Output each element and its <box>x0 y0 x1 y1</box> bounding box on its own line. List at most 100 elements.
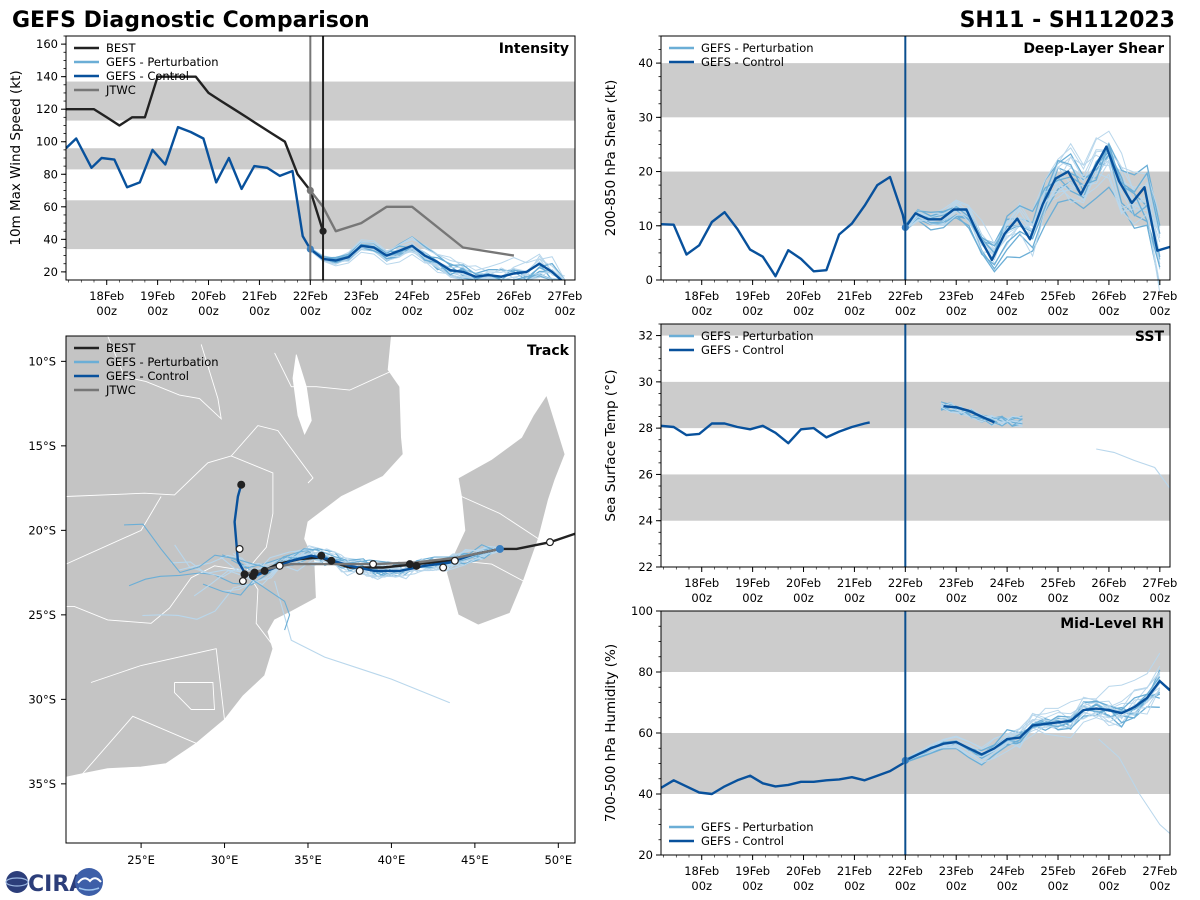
y-tick-label: 30 <box>638 375 653 389</box>
perturbation-line <box>905 690 1161 762</box>
track-point <box>545 538 554 547</box>
logo-globe-icon <box>6 871 28 893</box>
y-tick-label: 28 <box>638 421 653 435</box>
y-axis-label: Sea Surface Temp (°C) <box>603 369 619 521</box>
panel-title: Deep-Layer Shear <box>1023 41 1164 57</box>
y-tick-label: 22 <box>638 560 653 574</box>
y-tick-label: 140 <box>36 70 58 84</box>
x-tick-label: 00z <box>742 879 763 893</box>
storm-id: SH11 - SH112023 <box>960 8 1175 33</box>
y-tick-label: 40 <box>43 232 58 246</box>
x-tick-label: 00z <box>742 304 763 318</box>
plot-area <box>660 130 1171 293</box>
legend-label: GEFS - Perturbation <box>701 41 814 55</box>
x-tick-label: 25°E <box>127 853 155 867</box>
track-point <box>369 560 378 569</box>
country-border <box>90 648 225 720</box>
legend-label: BEST <box>106 341 136 355</box>
y-tick-label: 30°S <box>28 692 56 706</box>
plot-area <box>661 401 1170 489</box>
x-tick-label: 00z <box>249 304 270 318</box>
x-tick-label: 00z <box>351 304 372 318</box>
track-point <box>238 577 247 586</box>
perturbation-line <box>905 693 1161 766</box>
y-tick-label: 32 <box>638 329 653 343</box>
track-panel: 25°E 30°E 35°E 40°E 45°E 50°E 10°S 15°S 20°S 25°S… <box>28 335 576 867</box>
x-tick-label: 21Feb <box>837 289 872 303</box>
legend-label: GEFS - Perturbation <box>106 355 219 369</box>
country-border <box>82 715 197 774</box>
track-point <box>327 556 336 565</box>
legend-label: GEFS - Control <box>701 343 784 357</box>
track-point <box>355 566 364 575</box>
x-tick-label: 25Feb <box>1041 289 1076 303</box>
series-control-line <box>660 145 1171 278</box>
shear-panel: 01020304018Feb00z19Feb00z20Feb00z21Feb00… <box>603 35 1177 318</box>
perturbation-line <box>1096 448 1170 489</box>
y-tick-label: 35°S <box>28 777 56 791</box>
x-tick-label: 27Feb <box>1142 864 1177 878</box>
x-tick-label: 21Feb <box>837 864 872 878</box>
perturbation-track <box>249 577 291 631</box>
x-tick-label: 50°E <box>544 853 572 867</box>
x-tick-label: 00z <box>1099 591 1120 605</box>
intensity-panel: 2040608010012014016018Feb00z19Feb00z20Fe… <box>8 35 582 318</box>
x-tick-label: 22Feb <box>888 576 923 590</box>
sst-panel: 22242628303218Feb00z19Feb00z20Feb00z21Fe… <box>603 323 1177 605</box>
track-point <box>495 544 504 553</box>
y-tick-label: 10°S <box>28 354 56 368</box>
rh-panel: 2040608010018Feb00z19Feb00z20Feb00z21Feb… <box>603 604 1177 893</box>
x-tick-label: 25Feb <box>446 289 481 303</box>
x-tick-label: 19Feb <box>735 289 770 303</box>
y-tick-label: 24 <box>638 514 653 528</box>
x-tick-label: 20Feb <box>786 576 821 590</box>
y-tick-label: 20°S <box>28 523 56 537</box>
x-tick-label: 00z <box>1099 304 1120 318</box>
series-control-line <box>66 125 563 280</box>
x-tick-label: 00z <box>997 591 1018 605</box>
country-border <box>274 352 399 391</box>
country-border <box>230 425 314 484</box>
legend-label: GEFS - Control <box>701 834 784 848</box>
y-tick-label: 20 <box>43 265 58 279</box>
madagascar-landmass <box>446 394 566 626</box>
x-tick-label: 22Feb <box>293 289 328 303</box>
map-area <box>66 336 575 778</box>
x-tick-label: 00z <box>946 879 967 893</box>
legend-label: JTWC <box>105 83 136 97</box>
x-tick-label: 00z <box>1048 879 1069 893</box>
x-tick-label: 00z <box>453 304 474 318</box>
legend-label: BEST <box>106 41 136 55</box>
x-tick-label: 19Feb <box>735 576 770 590</box>
threshold-band <box>661 611 1170 672</box>
x-tick-label: 00z <box>402 304 423 318</box>
x-tick-label: 27Feb <box>1142 576 1177 590</box>
track-point <box>450 556 459 565</box>
x-tick-label: 21Feb <box>242 289 277 303</box>
x-tick-label: 00z <box>793 591 814 605</box>
legend-label: GEFS - Perturbation <box>106 55 219 69</box>
x-tick-label: 00z <box>793 304 814 318</box>
x-tick-label: 25Feb <box>1041 576 1076 590</box>
x-tick-label: 00z <box>504 304 525 318</box>
x-tick-label: 26Feb <box>1091 289 1126 303</box>
x-tick-label: 00z <box>691 591 712 605</box>
x-tick-label: 27Feb <box>547 289 582 303</box>
x-tick-label: 00z <box>946 591 967 605</box>
threshold-band <box>661 324 1170 336</box>
y-tick-label: 60 <box>638 726 653 740</box>
x-tick-label: 26Feb <box>496 289 531 303</box>
x-tick-label: 26Feb <box>1091 576 1126 590</box>
y-tick-label: 20 <box>638 848 653 862</box>
country-border <box>66 455 274 624</box>
threshold-band <box>661 474 1170 521</box>
track-point <box>412 561 421 570</box>
track-point <box>405 560 414 569</box>
x-tick-label: 00z <box>96 304 117 318</box>
axes-frame <box>660 323 1171 568</box>
legend-label: JTWC <box>105 383 136 397</box>
x-tick-label: 20Feb <box>191 289 226 303</box>
x-tick-label: 35°E <box>294 853 322 867</box>
x-tick-label: 24Feb <box>990 864 1025 878</box>
